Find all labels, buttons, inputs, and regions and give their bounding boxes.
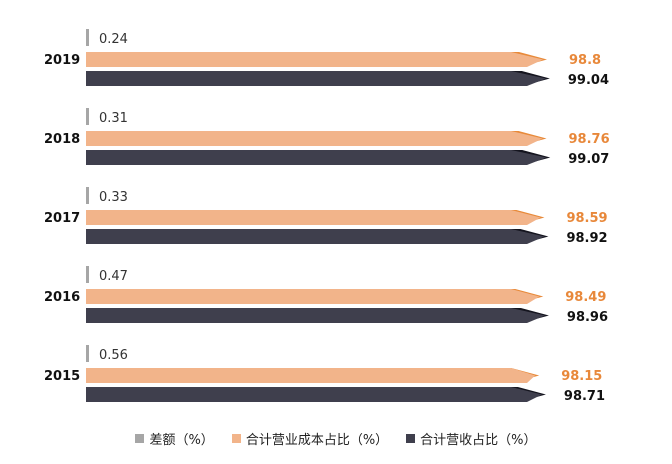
difference-marker-1 — [86, 108, 89, 125]
cost-share-bar-highlight-2 — [493, 210, 541, 225]
cost-share-label-4: 98.15 — [561, 369, 602, 384]
revenue-share-bar-1 — [86, 150, 493, 165]
revenue-share-bar-highlight-4 — [493, 387, 542, 402]
legend-label-revenue-share: 合计营收占比（%） — [420, 433, 537, 448]
category-label-0: 2019 — [44, 53, 80, 68]
difference-label-3: 0.47 — [99, 269, 128, 284]
cost-share-bar-4 — [86, 368, 493, 383]
difference-marker-4 — [86, 345, 89, 362]
cost-share-bar-0 — [86, 52, 493, 67]
difference-label-4: 0.56 — [99, 348, 128, 363]
category-label-2: 2017 — [44, 211, 80, 226]
cost-share-label-1: 98.76 — [569, 132, 610, 147]
cost-share-bar-1 — [86, 131, 493, 146]
cost-share-label-0: 98.8 — [569, 53, 601, 68]
revenue-share-bar-2 — [86, 229, 493, 244]
revenue-share-bar-0 — [86, 71, 493, 86]
category-label-4: 2015 — [44, 369, 80, 384]
cost-share-label-2: 98.59 — [566, 211, 607, 226]
legend-item-difference: 差额（%） — [135, 429, 214, 448]
revenue-share-label-4: 98.71 — [564, 389, 605, 404]
revenue-share-label-3: 98.96 — [567, 310, 608, 325]
legend-swatch-difference — [135, 434, 145, 443]
legend-item-cost-share: 合计营业成本占比（%） — [231, 429, 389, 448]
revenue-share-label-0: 99.04 — [568, 73, 609, 88]
difference-marker-0 — [86, 29, 89, 46]
legend-swatch-cost-share — [231, 434, 241, 443]
difference-label-2: 0.33 — [99, 190, 128, 205]
cost-share-bar-highlight-3 — [493, 289, 540, 304]
cost-share-bar-highlight-1 — [493, 131, 543, 146]
difference-marker-3 — [86, 266, 89, 283]
difference-label-1: 0.31 — [99, 111, 128, 126]
legend-label-difference: 差额（%） — [149, 433, 214, 448]
revenue-share-label-2: 98.92 — [566, 231, 607, 246]
cost-share-bar-2 — [86, 210, 493, 225]
revenue-share-bar-highlight-2 — [493, 229, 545, 244]
revenue-share-bar-4 — [86, 387, 493, 402]
legend-swatch-revenue-share — [406, 434, 416, 443]
revenue-share-bar-highlight-0 — [493, 71, 546, 86]
revenue-share-bar-highlight-1 — [493, 150, 547, 165]
cost-share-label-3: 98.49 — [565, 290, 606, 305]
cost-share-bar-3 — [86, 289, 493, 304]
revenue-share-bar-highlight-3 — [493, 308, 545, 323]
cost-share-bar-highlight-4 — [493, 368, 536, 383]
legend-item-revenue-share: 合计营收占比（%） — [406, 429, 537, 448]
revenue-share-label-1: 99.07 — [568, 152, 609, 167]
category-label-1: 2018 — [44, 132, 80, 147]
cost-share-bar-highlight-0 — [493, 52, 543, 67]
legend: 差额（%） 合计营业成本占比（%） 合计营收占比（%） — [0, 429, 672, 448]
revenue-share-bar-3 — [86, 308, 493, 323]
difference-marker-2 — [86, 187, 89, 204]
legend-label-cost-share: 合计营业成本占比（%） — [245, 433, 389, 448]
difference-label-0: 0.24 — [99, 32, 128, 47]
category-label-3: 2016 — [44, 290, 80, 305]
